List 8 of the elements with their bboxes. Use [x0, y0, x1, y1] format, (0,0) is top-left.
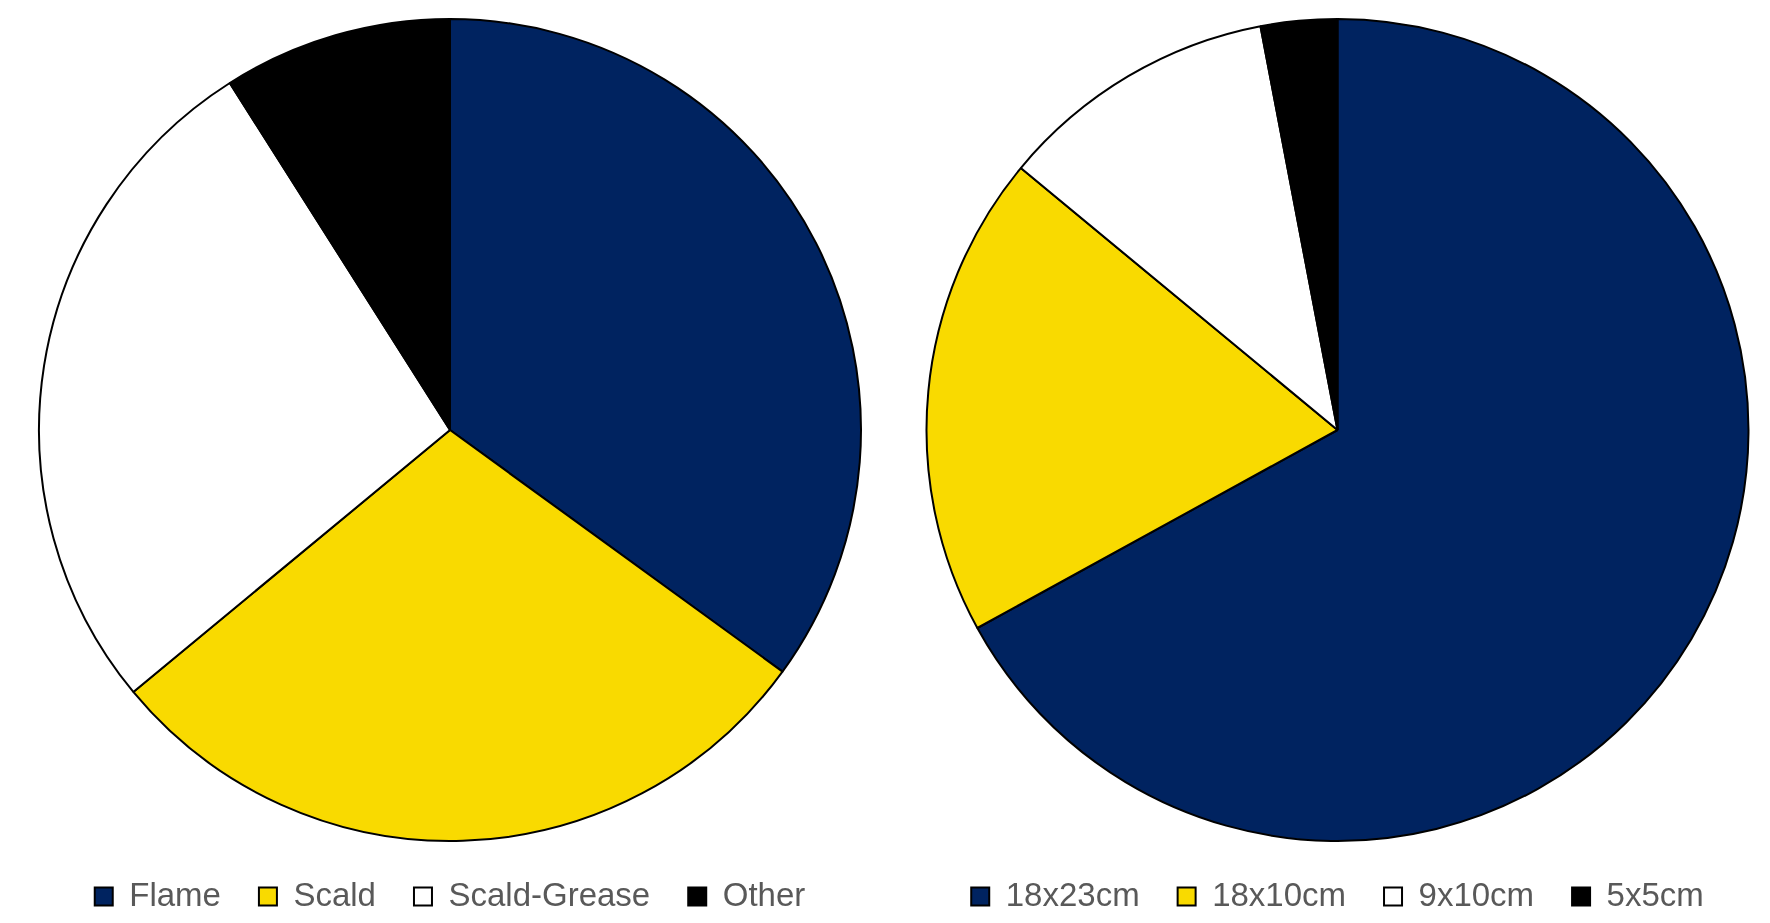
legend-label: 18x10cm: [1212, 875, 1347, 913]
legend-label: 9x10cm: [1418, 875, 1535, 913]
legend-label: 5x5cm: [1606, 875, 1704, 913]
legend-label: Flame: [129, 875, 221, 913]
legend-label: 18x23cm: [1005, 875, 1140, 913]
legend-label: Scald-Grease: [448, 875, 651, 913]
legend-label: Scald: [293, 875, 376, 913]
legend-label: Other: [722, 875, 806, 913]
